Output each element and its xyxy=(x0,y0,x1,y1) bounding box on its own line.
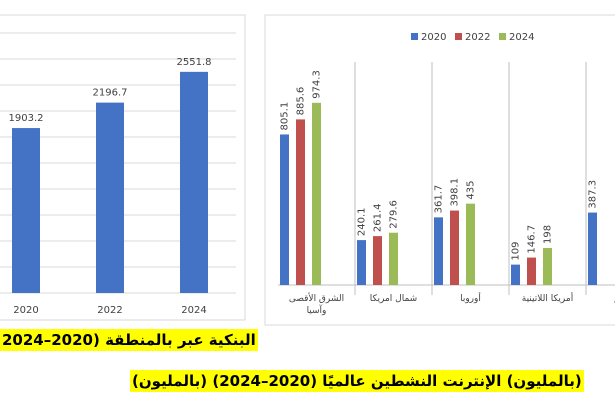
bar xyxy=(180,71,208,294)
bar xyxy=(588,212,597,285)
value-label: 398.1 xyxy=(450,178,461,207)
value-label: 146.7 xyxy=(527,225,538,254)
bar xyxy=(296,119,305,286)
value-label: 974.3 xyxy=(312,70,323,99)
bar xyxy=(466,203,475,285)
bar xyxy=(434,217,443,285)
legend-label: 2020 xyxy=(421,32,446,43)
bar xyxy=(511,264,520,285)
caption: البنكية عبر بالمنطقة (2020–2024 xyxy=(0,329,258,351)
value-label: 240.1 xyxy=(357,207,368,236)
legend-swatch xyxy=(499,33,506,40)
value-label: 1903.2 xyxy=(9,113,44,124)
caption: (بالمليون) الإنترنت النشطين عالميًا (202… xyxy=(130,370,584,392)
x-tick-label: العالم xyxy=(590,293,615,305)
value-label: 198 xyxy=(543,225,554,244)
bar xyxy=(312,102,321,285)
bar xyxy=(373,236,382,285)
bar xyxy=(96,102,124,294)
value-label: 885.6 xyxy=(296,87,307,116)
value-label: 2196.7 xyxy=(93,88,128,99)
x-tick-label: 2020 xyxy=(13,305,38,316)
value-label: 261.4 xyxy=(373,203,384,232)
bar xyxy=(527,257,536,285)
value-label: 435 xyxy=(466,181,477,200)
bar xyxy=(543,247,552,285)
x-tick-label: أمريكا اللاتينية xyxy=(521,294,574,304)
bar xyxy=(12,128,40,293)
value-label: 279.6 xyxy=(389,200,400,229)
bar xyxy=(389,232,398,285)
bar xyxy=(280,134,289,285)
bar xyxy=(357,240,366,285)
bar xyxy=(450,210,459,285)
value-label: 387.3 xyxy=(588,180,599,209)
legend-swatch xyxy=(455,33,462,40)
x-tick-label: شمال امريكا xyxy=(369,294,418,304)
x-tick-label: أوروبا xyxy=(460,294,481,304)
legend-label: 2024 xyxy=(509,32,534,43)
value-label: 361.7 xyxy=(434,185,445,214)
value-label: 2551.8 xyxy=(177,57,212,68)
x-tick-label: 2024 xyxy=(181,305,206,316)
legend-swatch xyxy=(411,33,418,40)
legend-label: 2022 xyxy=(465,32,490,43)
x-tick-label: 2022 xyxy=(97,305,122,316)
value-label: 109 xyxy=(511,242,522,261)
x-tick-label: الشرق الأقصى وآسيا xyxy=(288,294,345,316)
value-label: 805.1 xyxy=(280,102,291,131)
